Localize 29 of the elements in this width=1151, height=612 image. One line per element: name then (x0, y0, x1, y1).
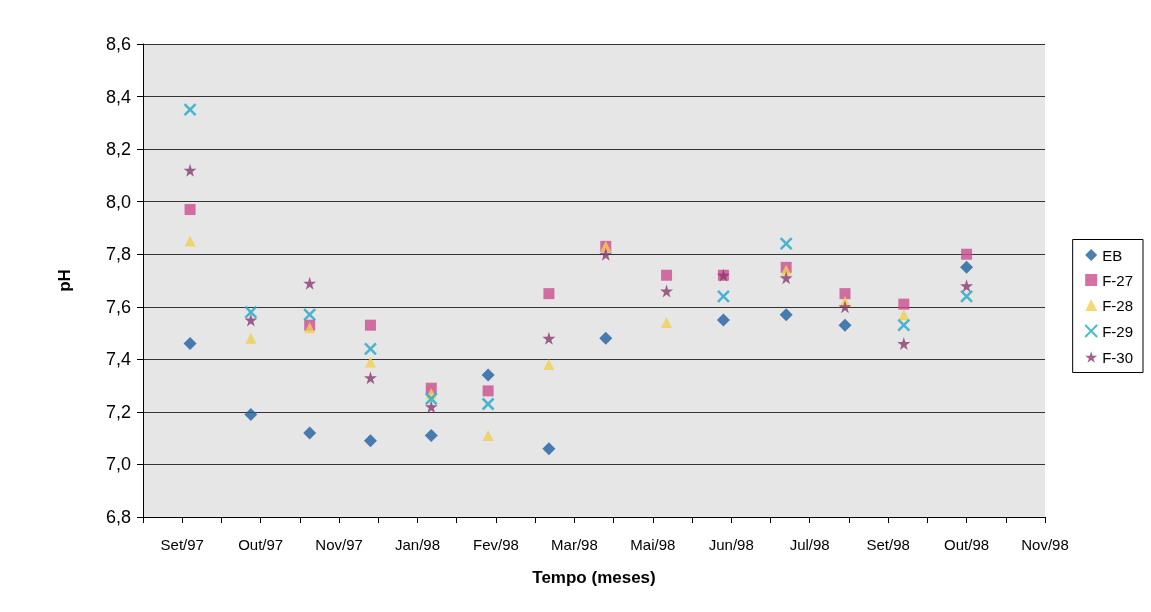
y-axis-title: pH (55, 269, 74, 292)
x-tick-label: Nov/98 (1021, 536, 1069, 553)
x-tick-label: Fev/98 (473, 536, 519, 553)
y-tick-label: 7,4 (105, 349, 131, 370)
legend-label: F-30 (1102, 348, 1133, 366)
x-tick-label: Set/98 (866, 536, 910, 553)
x-axis-title: Tempo (meses) (532, 568, 656, 587)
x-tick-label: Nov/97 (315, 536, 363, 553)
y-tick-label: 7,0 (105, 454, 131, 475)
x-tick-label: Jun/98 (708, 536, 754, 553)
legend-label: F-29 (1102, 322, 1133, 340)
y-tick-label: 8,4 (105, 86, 131, 107)
y-tick-label: 8,0 (105, 191, 131, 212)
x-tick-label: Out/98 (944, 536, 990, 553)
legend-label: EB (1102, 246, 1123, 264)
legend-label: F-28 (1102, 296, 1133, 314)
x-tick-label: Set/97 (160, 536, 204, 553)
y-tick-label: 7,6 (105, 296, 131, 317)
x-tick-label: Mar/98 (551, 536, 598, 553)
x-tick-label: Out/97 (238, 536, 284, 553)
x-tick-label: Jan/98 (395, 536, 441, 553)
x-tick-label: Mai/98 (630, 536, 676, 553)
legend-label: F-27 (1102, 271, 1133, 289)
y-tick-label: 6,8 (105, 507, 131, 527)
y-tick-label: 8,6 (105, 34, 131, 54)
y-tick-label: 7,2 (105, 401, 131, 422)
y-tick-label: 8,2 (105, 139, 131, 160)
y-tick-label: 7,8 (105, 244, 131, 265)
x-tick-label: Jul/98 (789, 536, 830, 553)
